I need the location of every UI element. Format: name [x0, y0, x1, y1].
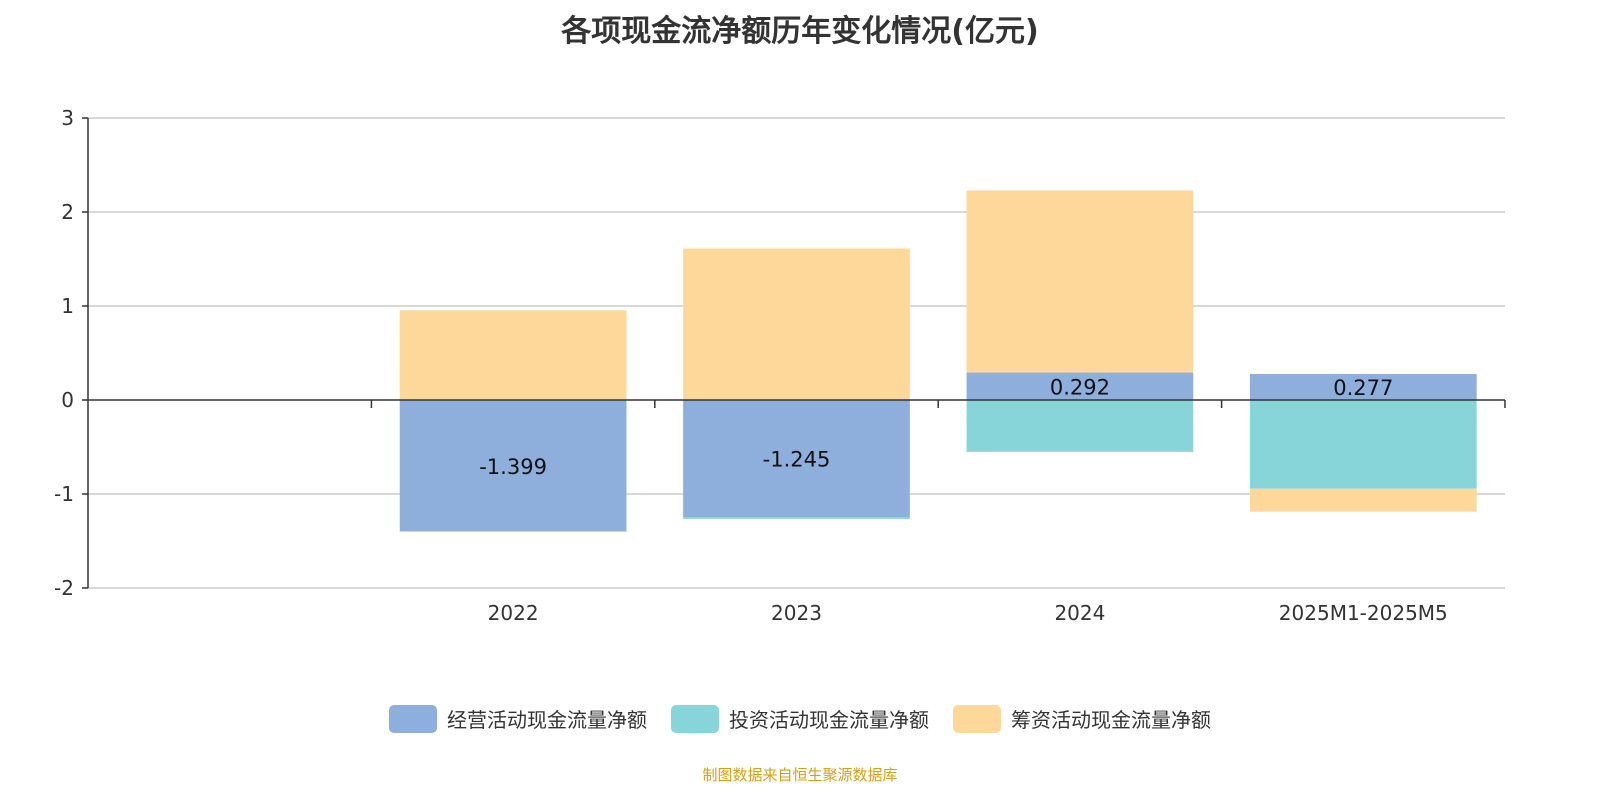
legend-label: 经营活动现金流量净额 [447, 708, 647, 732]
legend-swatch [671, 704, 719, 733]
legend-label: 投资活动现金流量净额 [729, 708, 929, 732]
bar-operating [966, 372, 1194, 400]
x-tick-label: 2025M1-2025M5 [1279, 601, 1448, 625]
x-tick-label: 2023 [771, 601, 822, 625]
legend-swatch [953, 704, 1001, 733]
bar-financing [399, 310, 627, 400]
data-label: -1.245 [763, 448, 831, 472]
bar-operating [683, 400, 910, 518]
y-tick-label: 3 [61, 106, 74, 130]
y-tick-label: -1 [54, 482, 74, 506]
y-tick-label: -2 [54, 576, 74, 600]
y-tick-label: 2 [61, 200, 74, 224]
legend-item-operating[interactable]: 经营活动现金流量净额 [389, 704, 647, 733]
x-tick-label: 2024 [1054, 601, 1105, 625]
y-tick-label: 0 [61, 388, 74, 412]
bar-financing [1249, 488, 1477, 512]
legend-label: 筹资活动现金流量净额 [1011, 708, 1211, 732]
bar-financing [683, 248, 910, 400]
bar-operating [399, 400, 627, 532]
bar-financing [966, 190, 1194, 373]
data-label: 0.277 [1333, 376, 1393, 400]
source-note: 制图数据来自恒生聚源数据库 [702, 766, 898, 784]
bar-investing [1249, 400, 1477, 489]
bar-investing [966, 400, 1194, 452]
data-label: 0.292 [1050, 375, 1110, 399]
bar-operating [1249, 373, 1477, 400]
y-tick-label: 1 [61, 294, 74, 318]
legend-item-financing[interactable]: 筹资活动现金流量净额 [953, 704, 1211, 733]
legend: 经营活动现金流量净额 投资活动现金流量净额 筹资活动现金流量净额 [0, 704, 1600, 733]
x-tick-label: 2022 [488, 601, 539, 625]
bar-investing [683, 517, 910, 519]
chart-title: 各项现金流净额历年变化情况(亿元) [561, 14, 1039, 49]
legend-item-investing[interactable]: 投资活动现金流量净额 [671, 704, 929, 733]
data-label: -1.399 [479, 455, 547, 479]
legend-swatch [389, 704, 437, 733]
